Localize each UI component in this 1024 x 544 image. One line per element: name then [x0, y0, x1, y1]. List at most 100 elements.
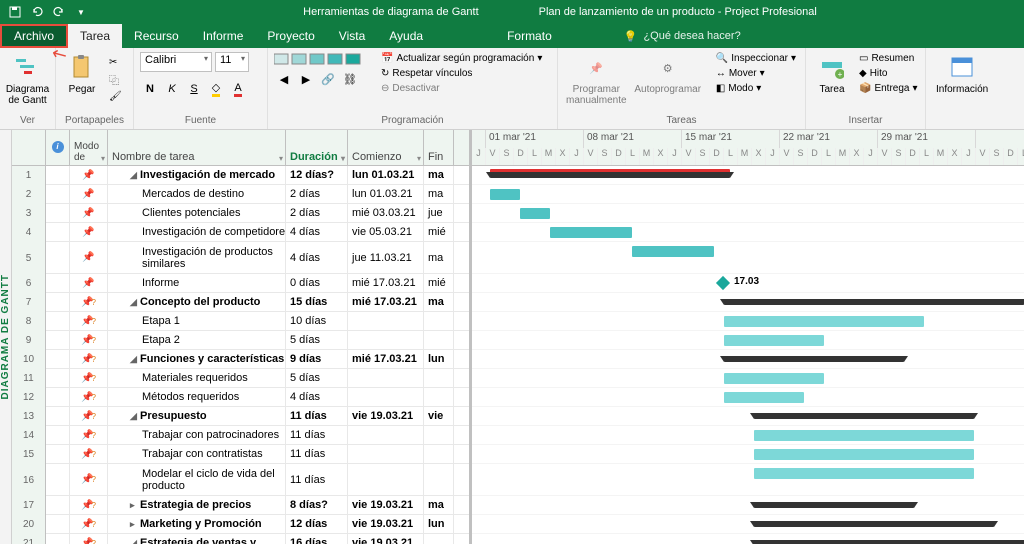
cell-start[interactable]: vie 19.03.21 [348, 407, 424, 425]
gantt-row[interactable] [472, 464, 1024, 496]
table-row[interactable]: 📌 Etapa 1 10 días [46, 312, 469, 331]
table-row[interactable]: 📌 ▸Marketing y Promoción 12 días vie 19.… [46, 515, 469, 534]
gantt-row[interactable] [472, 369, 1024, 388]
redo-icon[interactable] [52, 5, 66, 19]
row-number[interactable]: 14 [12, 426, 46, 445]
cell-name[interactable]: Investigación de competidores [108, 223, 286, 241]
gantt-milestone[interactable] [716, 276, 730, 290]
copy-button[interactable]: ⿻ [106, 71, 125, 88]
gantt-bar[interactable] [724, 335, 824, 346]
row-number[interactable]: 17 [12, 496, 46, 515]
font-name-select[interactable]: Calibri [140, 52, 212, 72]
move-button[interactable]: ↔Mover ▾ [713, 67, 799, 80]
row-number[interactable]: 2 [12, 185, 46, 204]
link-button[interactable]: 🔗 [318, 70, 338, 88]
gantt-bar[interactable] [754, 430, 974, 441]
indent-button[interactable]: ▶ [296, 70, 316, 88]
gantt-row[interactable] [472, 515, 1024, 534]
info-button[interactable]: Información [932, 52, 992, 97]
tab-format[interactable]: Formato [495, 24, 564, 48]
cell-finish[interactable] [424, 369, 454, 387]
table-row[interactable]: 📌 ◢Funciones y características 9 días mi… [46, 350, 469, 369]
cell-start[interactable] [348, 331, 424, 349]
cell-duration[interactable]: 15 días [286, 293, 348, 311]
update-schedule-button[interactable]: 📅Actualizar según programación ▾ [378, 52, 545, 65]
cell-name[interactable]: Etapa 1 [108, 312, 286, 330]
row-number[interactable]: 5 [12, 242, 46, 274]
table-row[interactable]: 📌 Modelar el ciclo de vida del producto … [46, 464, 469, 496]
unlink-button[interactable]: ⛓ [340, 70, 360, 88]
cell-start[interactable]: lun 01.03.21 [348, 185, 424, 203]
auto-schedule-button[interactable]: ⚙ Autoprogramar [633, 52, 703, 97]
cell-finish[interactable]: ma [424, 496, 454, 514]
tab-view[interactable]: Vista [327, 24, 377, 48]
gantt-row[interactable] [472, 185, 1024, 204]
gantt-row[interactable] [472, 534, 1024, 544]
cell-duration[interactable]: 11 días [286, 426, 348, 444]
gantt-bar[interactable] [724, 373, 824, 384]
row-number[interactable]: 8 [12, 312, 46, 331]
milestone-button[interactable]: ◆Hito [856, 67, 921, 80]
cell-name[interactable]: Investigación de productos similares [108, 242, 286, 273]
cell-duration[interactable]: 12 días? [286, 166, 348, 184]
cell-start[interactable] [348, 312, 424, 330]
cell-duration[interactable]: 12 días [286, 515, 348, 533]
cell-start[interactable] [348, 445, 424, 463]
bgcolor-button[interactable]: ◇ [206, 80, 226, 98]
gantt-row[interactable] [472, 204, 1024, 223]
cell-duration[interactable]: 5 días [286, 331, 348, 349]
table-row[interactable]: 📌 Investigación de competidores 4 días v… [46, 223, 469, 242]
cell-name[interactable]: Métodos requeridos [108, 388, 286, 406]
row-number[interactable]: 21 [12, 534, 46, 544]
cell-start[interactable]: mié 17.03.21 [348, 274, 424, 292]
cell-name[interactable]: Informe [108, 274, 286, 292]
cell-duration[interactable]: 4 días [286, 388, 348, 406]
table-row[interactable]: 📌 ▸Estrategia de precios 8 días? vie 19.… [46, 496, 469, 515]
cell-duration[interactable]: 10 días [286, 312, 348, 330]
cell-start[interactable]: lun 01.03.21 [348, 166, 424, 184]
inspect-button[interactable]: 🔍Inspeccionar ▾ [713, 52, 799, 65]
gantt-bar[interactable] [632, 246, 714, 257]
gantt-row[interactable] [472, 166, 1024, 185]
cell-finish[interactable]: lun [424, 350, 454, 368]
cell-name[interactable]: ◢Investigación de mercado [108, 166, 286, 184]
row-number[interactable]: 6 [12, 274, 46, 293]
table-row[interactable]: 📌 ◢Estrategia de ventas y 16 días vie 19… [46, 534, 469, 544]
cell-duration[interactable]: 11 días [286, 445, 348, 463]
cell-finish[interactable]: ma [424, 293, 454, 311]
row-number[interactable]: 12 [12, 388, 46, 407]
gantt-bar[interactable] [754, 449, 974, 460]
tab-report[interactable]: Informe [191, 24, 256, 48]
gantt-row[interactable] [472, 312, 1024, 331]
gantt-bar[interactable] [490, 189, 520, 200]
cell-start[interactable]: vie 19.03.21 [348, 534, 424, 544]
gantt-bar-summary[interactable] [490, 172, 730, 178]
gantt-row[interactable] [472, 350, 1024, 369]
cell-finish[interactable] [424, 534, 454, 544]
tab-task[interactable]: Tarea [68, 24, 122, 48]
gantt-row[interactable] [472, 223, 1024, 242]
cell-duration[interactable]: 9 días [286, 350, 348, 368]
cell-name[interactable]: ▸Estrategia de precios [108, 496, 286, 514]
cell-name[interactable]: Mercados de destino [108, 185, 286, 203]
cell-start[interactable]: mié 03.03.21 [348, 204, 424, 222]
cell-finish[interactable] [424, 426, 454, 444]
gantt-row[interactable] [472, 331, 1024, 350]
tab-help[interactable]: Ayuda [377, 24, 435, 48]
cell-duration[interactable]: 11 días [286, 407, 348, 425]
gantt-bar-summary[interactable] [754, 413, 974, 419]
table-row[interactable]: 📌 Métodos requeridos 4 días [46, 388, 469, 407]
gantt-view-button[interactable]: Diagrama de Gantt [6, 52, 49, 108]
cell-finish[interactable] [424, 312, 454, 330]
row-number[interactable]: 3 [12, 204, 46, 223]
progress-buttons[interactable] [274, 52, 364, 66]
row-number[interactable]: 20 [12, 515, 46, 534]
col-name[interactable]: Nombre de tarea▾ [108, 130, 286, 165]
font-size-select[interactable]: 11 [215, 52, 249, 72]
save-icon[interactable] [8, 5, 22, 19]
cell-start[interactable]: vie 05.03.21 [348, 223, 424, 241]
row-number[interactable]: 16 [12, 464, 46, 496]
gantt-bar-summary[interactable] [724, 356, 904, 362]
gantt-bar[interactable] [724, 392, 804, 403]
gantt-bar-summary[interactable] [724, 299, 1024, 305]
